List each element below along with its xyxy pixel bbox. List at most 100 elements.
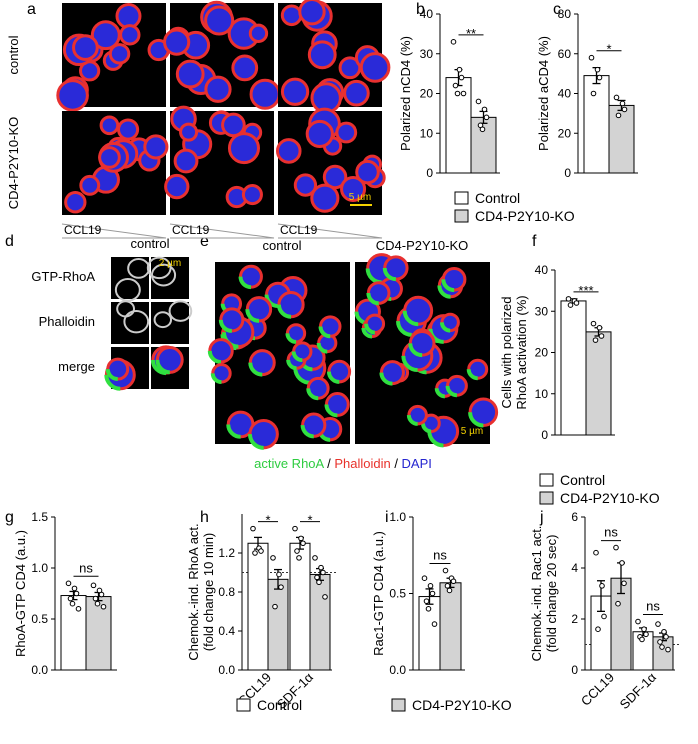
- data-point: [314, 574, 320, 581]
- y-tick-label: 0.8: [218, 585, 235, 599]
- data-point: [621, 106, 628, 113]
- data-point: [456, 66, 463, 73]
- cell-green: [291, 351, 303, 363]
- y-axis-label: Chemok.-ind. RhoA act.: [186, 523, 201, 660]
- cell: [359, 52, 391, 83]
- data-point: [444, 583, 451, 589]
- legend-label: CD4-P2Y10-KO: [475, 208, 575, 224]
- cell-green: [218, 319, 233, 333]
- significance: ns: [79, 560, 93, 575]
- cell-green: [428, 328, 444, 344]
- y-tick-label: 10: [420, 126, 434, 140]
- cell-green: [326, 371, 340, 384]
- cell-green: [466, 369, 478, 381]
- data-point: [641, 626, 647, 633]
- legend-swatch: [454, 191, 469, 205]
- caption-part: /: [391, 456, 402, 471]
- cell: [221, 112, 246, 138]
- y-tick-label: 6: [571, 510, 578, 524]
- cell-green: [437, 285, 451, 299]
- cell: [123, 310, 150, 334]
- significance: **: [466, 26, 476, 41]
- cell-green: [364, 323, 376, 335]
- cell-green: [285, 333, 297, 344]
- y-tick-label: 0: [426, 166, 433, 180]
- y-tick-label: 0.5: [31, 612, 48, 626]
- data-point: [278, 584, 284, 590]
- row-label: merge: [58, 359, 95, 374]
- data-point: [322, 594, 328, 600]
- column-label: control: [262, 238, 301, 253]
- data-point: [298, 535, 304, 542]
- cell: [168, 300, 193, 322]
- cell-green: [105, 368, 118, 382]
- data-point: [92, 595, 99, 602]
- cell-green: [420, 423, 432, 434]
- data-point: [619, 100, 626, 107]
- cell: [231, 54, 259, 82]
- y-axis-label: Cells with polarized: [499, 297, 514, 409]
- data-point: [270, 555, 276, 561]
- data-point: [639, 636, 645, 643]
- data-point: [590, 90, 597, 97]
- cell-green: [247, 433, 264, 450]
- legend-label: CD4-P2Y10-KO: [412, 697, 512, 713]
- cell: [119, 24, 141, 46]
- cell-green: [207, 350, 222, 365]
- row-label: control: [6, 35, 21, 74]
- cell-green: [406, 414, 418, 426]
- data-point: [657, 639, 663, 645]
- caption-part: Phalloidin: [334, 456, 390, 471]
- x-tick-label: SDF-1α: [617, 669, 660, 712]
- bar: [247, 542, 269, 671]
- data-point: [452, 82, 459, 89]
- scale-label: 5 µm: [349, 192, 371, 203]
- cell: [248, 23, 269, 44]
- significance: *: [307, 513, 312, 528]
- cell: [164, 173, 190, 200]
- stimulus-label: CCL19: [280, 223, 318, 237]
- data-point: [294, 548, 300, 554]
- data-point: [450, 578, 457, 585]
- data-point: [252, 550, 258, 556]
- data-point: [460, 90, 467, 97]
- cell-green: [248, 362, 263, 377]
- data-point: [573, 300, 580, 306]
- stimulus-label: CCL19: [64, 223, 102, 237]
- row-label: CD4-P2Y10-KO: [6, 117, 21, 209]
- panel-letter: g: [5, 509, 14, 526]
- row-label: Phalloidin: [39, 314, 95, 329]
- y-tick-label: 1.0: [31, 561, 48, 575]
- y-tick-label: 1.2: [218, 546, 235, 560]
- y-tick-label: 0: [564, 166, 571, 180]
- cell-green: [468, 412, 484, 428]
- cell: [310, 183, 340, 213]
- data-point: [596, 74, 603, 81]
- bar: [652, 636, 674, 671]
- y-tick-label: 0.5: [389, 587, 406, 601]
- data-point: [458, 74, 465, 81]
- significance: *: [606, 42, 611, 57]
- panel-letter: j: [539, 509, 544, 526]
- legend-label: Control: [475, 190, 520, 206]
- panel-letter: i: [385, 509, 389, 526]
- cell: [127, 257, 150, 279]
- data-point: [590, 320, 597, 327]
- data-point: [599, 583, 605, 589]
- data-point: [565, 296, 572, 302]
- significance: ns: [646, 599, 660, 614]
- caption-part: active RhoA: [254, 456, 324, 471]
- data-point: [312, 555, 318, 561]
- data-point: [615, 112, 622, 119]
- cell: [72, 34, 99, 61]
- cell: [153, 311, 173, 329]
- y-axis-label: Polarized aCD4 (%): [536, 36, 551, 151]
- caption: active RhoA / Phalloidin / DAPI: [254, 456, 432, 471]
- legend-swatch: [236, 698, 251, 712]
- cell-green: [408, 343, 423, 358]
- y-tick-label: 20: [420, 87, 434, 101]
- bar: [470, 116, 497, 174]
- data-point: [635, 618, 641, 625]
- y-axis-label: Chemok.-ind. Rac1 act.: [529, 526, 544, 662]
- data-point: [643, 631, 649, 638]
